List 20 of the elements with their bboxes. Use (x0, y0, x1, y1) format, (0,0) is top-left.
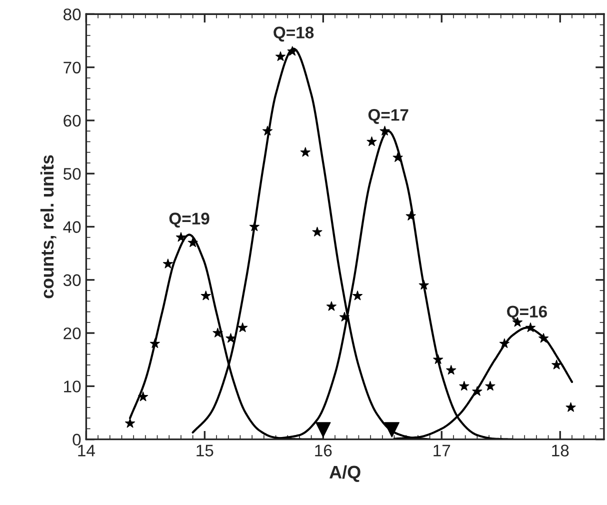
annotation: Q=18 (274, 26, 314, 42)
x-tick-label: 15 (196, 444, 214, 456)
x-tick-label: 17 (434, 444, 450, 456)
x-tick-label: 16 (315, 444, 332, 456)
y-tick-label: 50 (63, 168, 81, 180)
y-tick-label: 60 (64, 114, 81, 127)
annotation: Q=19 (169, 212, 210, 228)
y-axis-title: counts, rel. units (40, 155, 56, 298)
y-tick-label: 0 (72, 434, 81, 446)
y-tick-label: 70 (64, 62, 81, 74)
y-tick-label: 20 (64, 327, 81, 340)
annotation: Q=17 (368, 109, 408, 124)
x-tick-label: 18 (552, 444, 569, 456)
y-tick-label: 80 (64, 8, 81, 20)
y-tick-label: 30 (63, 274, 81, 286)
y-tick-label: 40 (63, 221, 81, 233)
x-axis-title: A/Q (329, 465, 360, 482)
x-tick-label: 14 (78, 444, 95, 456)
y-tick-label: 10 (64, 380, 81, 392)
annotation: Q=16 (507, 306, 547, 321)
